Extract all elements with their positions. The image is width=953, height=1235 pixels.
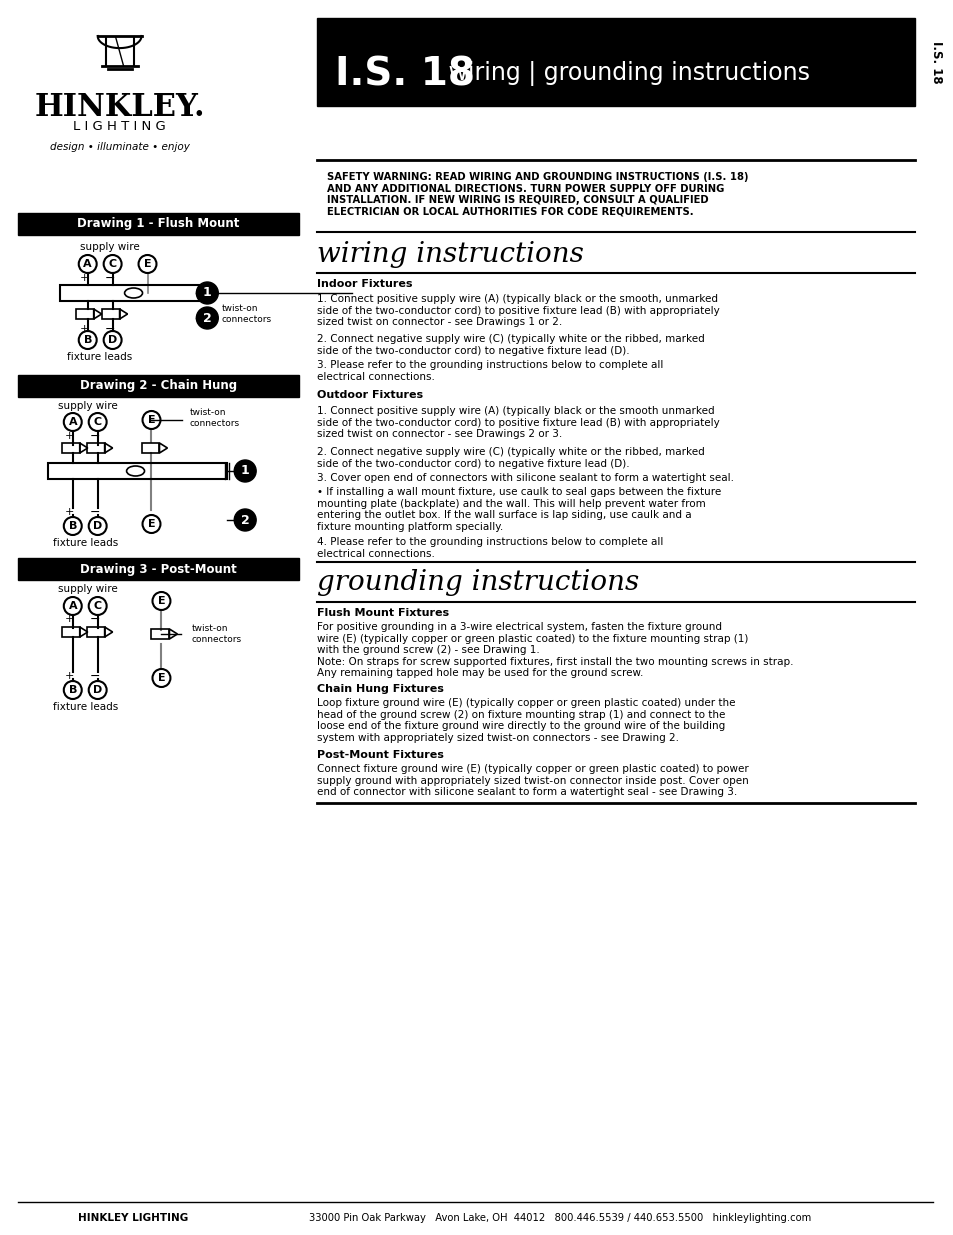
Text: 3. Please refer to the grounding instructions below to complete all
electrical c: 3. Please refer to the grounding instruc… [316, 359, 662, 382]
Bar [18, 558, 298, 580]
Bar [48, 463, 227, 479]
Text: HINKLEY.: HINKLEY. [34, 93, 205, 124]
Text: C: C [93, 417, 102, 427]
Text: 2. Connect negative supply wire (C) (typically white or the ribbed, marked
side : 2. Connect negative supply wire (C) (typ… [316, 333, 704, 356]
Text: C: C [109, 259, 116, 269]
Text: fixture leads: fixture leads [53, 538, 118, 548]
Text: −: − [90, 505, 100, 519]
Text: supply wire: supply wire [58, 401, 117, 411]
Text: fixture leads: fixture leads [53, 701, 118, 713]
Text: +: + [65, 431, 74, 441]
Text: E: E [144, 259, 152, 269]
Text: twist-on
connectors: twist-on connectors [192, 625, 241, 643]
Circle shape [196, 282, 218, 304]
Text: −: − [104, 272, 114, 284]
Text: I.S. 18: I.S. 18 [335, 56, 475, 93]
Bar [102, 309, 119, 319]
Text: +: + [80, 324, 90, 333]
Text: grounding instructions: grounding instructions [316, 569, 639, 597]
Text: twist-on
connectors: twist-on connectors [221, 304, 271, 324]
Text: supply wire: supply wire [58, 584, 117, 594]
Text: +: + [65, 671, 74, 680]
Text: E: E [148, 519, 155, 529]
Text: 1. Connect positive supply wire (A) (typically black or the smooth unmarked
side: 1. Connect positive supply wire (A) (typ… [316, 406, 719, 440]
Text: L I G H T I N G: L I G H T I N G [73, 121, 166, 133]
Text: 2: 2 [240, 514, 250, 526]
Text: B: B [69, 685, 77, 695]
Text: 33000 Pin Oak Parkway   Avon Lake, OH  44012   800.446.5539 / 440.653.5500   hin: 33000 Pin Oak Parkway Avon Lake, OH 4401… [309, 1213, 810, 1223]
Text: Drawing 2 - Chain Hung: Drawing 2 - Chain Hung [80, 379, 236, 393]
Text: +: + [65, 508, 74, 517]
Text: design • illuminate • enjoy: design • illuminate • enjoy [50, 142, 190, 152]
Text: +: + [80, 273, 90, 283]
Text: A: A [69, 601, 77, 611]
Text: C: C [93, 601, 102, 611]
Bar [87, 443, 105, 453]
Text: −: − [90, 613, 100, 625]
Bar [141, 443, 159, 453]
Text: Post-Mount Fixtures: Post-Mount Fixtures [316, 750, 443, 760]
Bar [60, 285, 207, 301]
Text: A: A [83, 259, 91, 269]
Text: twist-on
connectors: twist-on connectors [190, 409, 239, 427]
Text: Drawing 1 - Flush Mount: Drawing 1 - Flush Mount [77, 217, 239, 231]
Text: E: E [148, 415, 155, 425]
Text: For positive grounding in a 3-wire electrical system, fasten the fixture ground
: For positive grounding in a 3-wire elect… [316, 622, 793, 678]
Bar [62, 443, 80, 453]
Text: • If installing a wall mount fixture, use caulk to seal gaps between the fixture: • If installing a wall mount fixture, us… [316, 487, 720, 532]
Bar [152, 629, 170, 638]
Text: B: B [69, 521, 77, 531]
Text: D: D [108, 335, 117, 345]
Text: Loop fixture ground wire (E) (typically copper or green plastic coated) under th: Loop fixture ground wire (E) (typically … [316, 698, 735, 742]
Text: 2. Connect negative supply wire (C) (typically white or the ribbed, marked
side : 2. Connect negative supply wire (C) (typ… [316, 447, 704, 468]
Text: fixture leads: fixture leads [67, 352, 132, 362]
Text: A: A [69, 417, 77, 427]
Text: 2: 2 [203, 311, 212, 325]
Text: I.S. 18: I.S. 18 [929, 41, 943, 83]
Text: 1. Connect positive supply wire (A) (typically black or the smooth, unmarked
sid: 1. Connect positive supply wire (A) (typ… [316, 294, 719, 327]
Text: Indoor Fixtures: Indoor Fixtures [316, 279, 412, 289]
Text: SAFETY WARNING: READ WIRING AND GROUNDING INSTRUCTIONS (I.S. 18)
AND ANY ADDITIO: SAFETY WARNING: READ WIRING AND GROUNDIN… [327, 172, 748, 217]
Text: −: − [90, 430, 100, 442]
Text: Chain Hung Fixtures: Chain Hung Fixtures [316, 684, 443, 694]
Text: wiring instructions: wiring instructions [316, 241, 583, 268]
Text: E: E [157, 673, 165, 683]
Bar [18, 375, 298, 396]
Text: D: D [93, 685, 102, 695]
Text: +: + [65, 614, 74, 624]
Bar [316, 19, 914, 106]
Text: Flush Mount Fixtures: Flush Mount Fixtures [316, 608, 449, 618]
Bar [87, 627, 105, 637]
Text: 1: 1 [240, 464, 250, 478]
Text: wiring | grounding instructions: wiring | grounding instructions [440, 62, 809, 86]
Text: 4. Please refer to the grounding instructions below to complete all
electrical c: 4. Please refer to the grounding instruc… [316, 537, 662, 558]
Text: HINKLEY LIGHTING: HINKLEY LIGHTING [77, 1213, 188, 1223]
Bar [75, 309, 93, 319]
Text: 1: 1 [203, 287, 212, 300]
Text: Outdoor Fixtures: Outdoor Fixtures [316, 390, 422, 400]
Text: D: D [93, 521, 102, 531]
Bar [62, 627, 80, 637]
Text: E: E [157, 597, 165, 606]
Circle shape [234, 459, 256, 482]
Text: −: − [104, 322, 114, 336]
Text: supply wire: supply wire [80, 242, 139, 252]
Text: 3. Cover open end of connectors with silicone sealant to form a watertight seal.: 3. Cover open end of connectors with sil… [316, 473, 733, 483]
Text: Connect fixture ground wire (E) (typically copper or green plastic coated) to po: Connect fixture ground wire (E) (typical… [316, 764, 748, 798]
Bar [18, 212, 298, 235]
Text: −: − [90, 669, 100, 683]
Circle shape [234, 509, 256, 531]
Text: B: B [84, 335, 91, 345]
Text: Drawing 3 - Post-Mount: Drawing 3 - Post-Mount [80, 562, 236, 576]
Circle shape [196, 308, 218, 329]
